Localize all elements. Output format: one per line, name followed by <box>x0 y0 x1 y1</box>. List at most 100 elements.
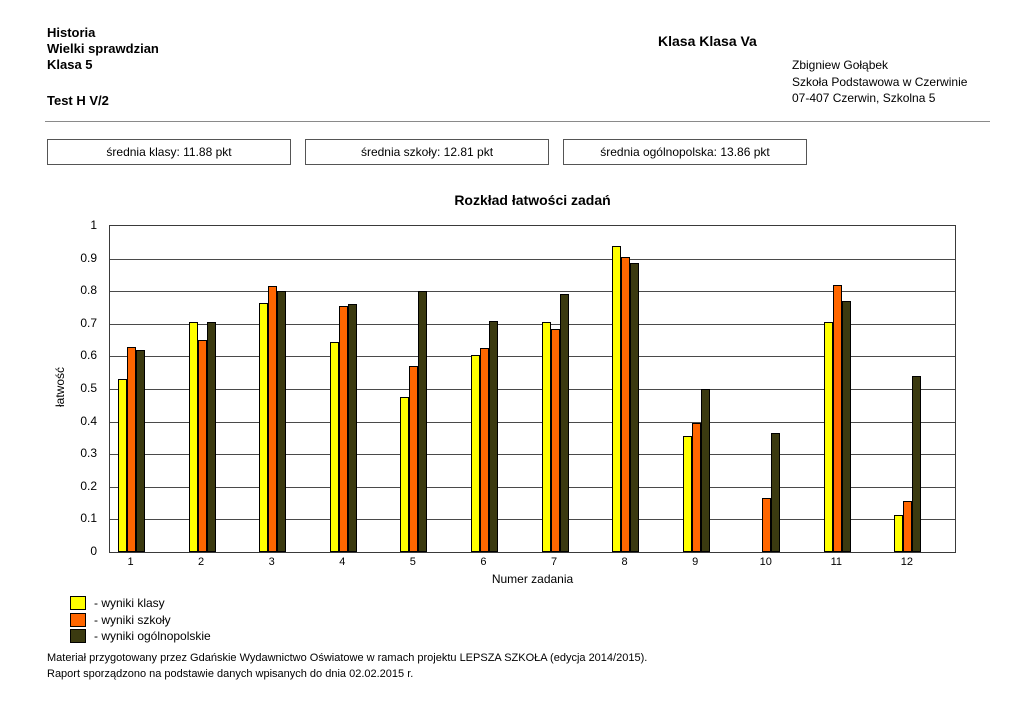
bar-wyniki-klasy-task-7 <box>541 322 551 552</box>
chart-legend: - wyniki klasy - wyniki szkoły - wyniki og… <box>70 596 211 646</box>
test-name: Wielki sprawdzian <box>47 41 159 56</box>
x-tick-label: 10 <box>759 556 772 568</box>
x-tick-label: 7 <box>550 556 558 568</box>
school-address-block: Zbigniew Gołąbek Szkoła Podstawowa w Cze… <box>792 57 967 107</box>
y-tick-label: 0.8 <box>80 283 97 298</box>
legend-swatch-icon <box>70 629 86 643</box>
bar-wyniki-klasy-task-8 <box>612 246 622 552</box>
x-tick-label: 12 <box>900 556 914 568</box>
bar-wyniki-klasy-task-9 <box>682 436 692 552</box>
bar-wyniki-ogólnopolskie-task-5 <box>418 291 428 552</box>
school-name: Szkoła Podstawowa w Czerwinie <box>792 74 968 89</box>
legend-label: - wyniki szkoły <box>94 612 171 627</box>
y-tick-label: 0 <box>90 544 97 558</box>
subject-title: Historia <box>47 25 96 40</box>
gridline <box>110 323 955 325</box>
bar-wyniki-ogólnopolskie-task-7 <box>559 294 569 552</box>
bar-wyniki-szkoły-task-8 <box>621 257 631 552</box>
footer-line-2: Raport sporządzono na podstawie danych w… <box>47 668 414 680</box>
bar-wyniki-szkoły-task-5 <box>409 366 419 552</box>
gridline <box>110 291 955 293</box>
legend-item: - wyniki klasy <box>70 596 211 610</box>
class-average-value: średnia klasy: 11.88 pkt <box>106 145 232 159</box>
footer-line-1: Materiał przygotowany przez Gdańskie Wyd… <box>47 652 648 664</box>
report-footer: Materiał przygotowany przez Gdańskie Wyd… <box>47 650 647 682</box>
x-axis-ticks: 1 2 3 4 5 6 7 8 9 10 11 12 <box>109 556 956 570</box>
y-tick-label: 0.4 <box>80 413 97 428</box>
header-divider <box>45 121 990 122</box>
gridline <box>110 258 955 260</box>
bar-wyniki-ogólnopolskie-task-2 <box>206 322 216 552</box>
school-average-box: średnia szkoły: 12.81 pkt <box>305 139 549 165</box>
bar-wyniki-klasy-task-6 <box>470 355 480 552</box>
bar-wyniki-klasy-task-4 <box>329 342 339 552</box>
gridline <box>110 519 955 521</box>
legend-swatch-icon <box>70 596 86 610</box>
bar-wyniki-ogólnopolskie-task-9 <box>700 389 710 552</box>
teacher-name: Zbigniew Gołąbek <box>792 58 889 72</box>
x-tick-label: 9 <box>692 556 699 568</box>
gridline <box>110 389 955 390</box>
x-axis-label: Numer zadania <box>491 572 574 586</box>
bar-wyniki-szkoły-task-1 <box>127 347 136 552</box>
bar-wyniki-ogólnopolskie-task-8 <box>630 263 640 552</box>
national-average-value: średnia ogólnopolska: 13.86 pkt <box>600 145 770 159</box>
x-tick-label: 4 <box>339 556 346 568</box>
averages-row: średnia klasy: 11.88 pkt średnia szkoły:… <box>47 139 807 165</box>
bar-wyniki-szkoły-task-4 <box>338 306 348 552</box>
bar-wyniki-szkoły-task-10 <box>762 498 772 552</box>
y-tick-label: 0.5 <box>80 381 97 395</box>
y-tick-label: 0.7 <box>80 315 97 330</box>
bar-wyniki-szkoły-task-3 <box>268 286 278 552</box>
bar-wyniki-ogólnopolskie-task-3 <box>277 291 287 552</box>
y-tick-label: 0.1 <box>80 511 97 526</box>
bar-wyniki-ogólnopolskie-task-10 <box>771 433 781 552</box>
y-tick-label: 0.9 <box>80 250 97 265</box>
bar-wyniki-ogólnopolskie-task-11 <box>841 301 851 552</box>
report-header-left: Historia Wielki sprawdzian Klasa 5 <box>47 25 159 73</box>
x-tick-label: 3 <box>268 556 275 568</box>
y-tick-label: 0.6 <box>80 348 97 363</box>
gridline <box>110 486 955 488</box>
y-tick-label: 1 <box>90 218 97 232</box>
bar-wyniki-ogólnopolskie-task-1 <box>136 350 145 552</box>
bar-wyniki-klasy-task-2 <box>188 322 198 552</box>
bar-wyniki-klasy-task-1 <box>118 379 127 552</box>
bar-wyniki-szkoły-task-7 <box>550 329 560 552</box>
bar-wyniki-szkoły-task-9 <box>691 423 701 552</box>
gridline <box>110 454 955 456</box>
y-axis-ticks: 0 0.1 0.2 0.3 0.4 0.5 0.6 0.7 0.8 0.9 1 <box>0 217 103 561</box>
x-tick-label: 5 <box>409 556 416 568</box>
bar-wyniki-ogólnopolskie-task-12 <box>912 376 922 552</box>
y-tick-label: 0.2 <box>80 478 97 493</box>
bar-wyniki-ogólnopolskie-task-6 <box>488 321 498 552</box>
x-tick-label: 1 <box>127 556 134 568</box>
x-tick-label: 2 <box>198 556 205 568</box>
y-tick-label: 0.3 <box>80 446 97 461</box>
gridline <box>110 421 955 423</box>
x-tick-label: 11 <box>830 556 843 568</box>
bar-wyniki-klasy-task-3 <box>259 303 269 552</box>
bar-wyniki-ogólnopolskie-task-4 <box>347 304 357 552</box>
chart-plot-area <box>109 225 956 553</box>
national-average-box: średnia ogólnopolska: 13.86 pkt <box>563 139 807 165</box>
class-label: Klasa Klasa Va <box>658 33 757 49</box>
x-tick-label: 8 <box>621 556 628 568</box>
gridline <box>110 356 955 358</box>
legend-item: - wyniki szkoły <box>70 612 211 627</box>
bar-wyniki-klasy-task-12 <box>894 515 904 552</box>
chart-title: Rozkład łatwości zadań <box>454 192 611 208</box>
test-code: Test H V/2 <box>47 93 109 108</box>
school-average-value: średnia szkoły: 12.81 pkt <box>360 145 494 159</box>
bar-wyniki-szkoły-task-6 <box>479 348 489 552</box>
x-tick-label: 6 <box>480 556 487 568</box>
legend-swatch-icon <box>70 612 86 627</box>
legend-item: - wyniki ogólnopolskie <box>70 629 211 643</box>
school-address: 07-407 Czerwin, Szkolna 5 <box>792 91 936 105</box>
class-average-box: średnia klasy: 11.88 pkt <box>47 139 291 165</box>
bar-wyniki-klasy-task-5 <box>400 397 410 552</box>
bar-wyniki-klasy-task-11 <box>823 322 833 552</box>
legend-label: - wyniki ogólnopolskie <box>94 629 211 643</box>
legend-label: - wyniki klasy <box>94 596 165 610</box>
